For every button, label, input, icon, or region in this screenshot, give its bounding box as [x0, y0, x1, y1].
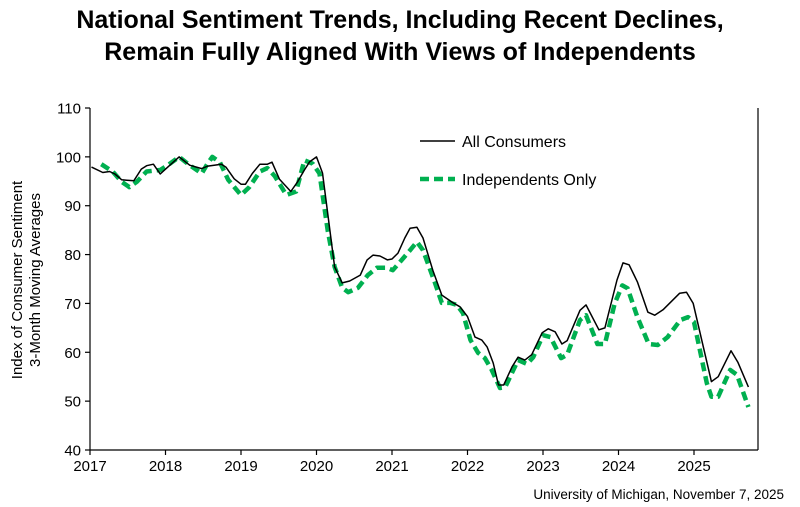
x-tick-label: 2017	[73, 458, 106, 475]
y-tick-label: 70	[64, 296, 81, 313]
legend-label-independents: Independents Only	[462, 172, 596, 189]
x-tick-label: 2022	[451, 458, 484, 475]
y-tick-label: 50	[64, 394, 81, 411]
chart-title-line-1: National Sentiment Trends, Including Rec…	[76, 6, 724, 34]
x-tick-label: 2023	[526, 458, 559, 475]
series-lines	[91, 154, 751, 408]
y-tick-label: 80	[64, 247, 81, 264]
x-tick-label: 2018	[149, 458, 182, 475]
chart-title-line-2: Remain Fully Aligned With Views of Indep…	[104, 38, 696, 66]
legend: All Consumers Independents Only	[420, 134, 596, 189]
y-tick-label: 90	[64, 198, 81, 215]
tick-labels: 40 50 60 70 80 90 100 110 2017 2018 2019 2020 2021 20…	[56, 101, 711, 476]
y-tick-label: 110	[57, 101, 81, 118]
y-tick-label: 100	[56, 149, 81, 166]
y-tick-label: 40	[64, 443, 81, 460]
x-tick-label: 2020	[300, 458, 333, 475]
series-line-all-consumers	[91, 156, 750, 388]
x-tick-label: 2019	[224, 458, 257, 475]
x-tick-label: 2021	[375, 458, 408, 475]
x-tick-label: 2025	[677, 458, 710, 475]
series-line-independents-only	[100, 154, 751, 408]
y-tick-label: 60	[64, 345, 81, 362]
x-tick-label: 2024	[602, 458, 635, 475]
y-axis-label-line-1: Index of Consumer Sentiment	[9, 180, 26, 379]
source-note: University of Michigan, November 7, 2025	[533, 487, 784, 502]
axes	[85, 107, 759, 455]
legend-label-all-consumers: All Consumers	[462, 134, 566, 151]
y-axis-label-line-2: 3-Month Moving Averages	[27, 193, 44, 367]
